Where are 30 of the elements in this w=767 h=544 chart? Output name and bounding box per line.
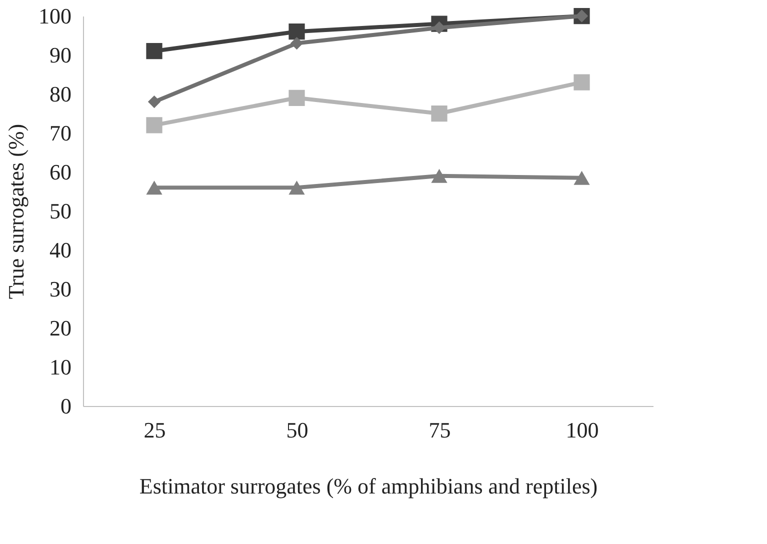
point: [574, 170, 590, 185]
point: [290, 36, 304, 50]
x-tick-label: 25: [144, 418, 166, 442]
x-tick-label: 50: [286, 418, 308, 442]
y-tick-label: 60: [50, 160, 72, 184]
y-tick-label: 40: [50, 238, 72, 262]
y-tick-label: 70: [50, 120, 72, 146]
point: [431, 168, 448, 183]
point: [574, 74, 590, 90]
point: [431, 105, 448, 122]
y-tick-label: 30: [50, 276, 72, 302]
y-tick-label: 90: [50, 42, 72, 68]
y-axis-title: True surrogates (%): [4, 124, 28, 300]
y-tick-label: 50: [50, 198, 72, 224]
point: [288, 90, 305, 106]
x-axis-title: Estimator surrogates (% of amphibians and reptiles): [139, 474, 598, 498]
point: [146, 43, 162, 60]
x-tick-label: 100: [566, 418, 599, 442]
point: [288, 24, 305, 40]
x-tick-label: 75: [428, 418, 451, 442]
point: [146, 117, 162, 134]
y-tick-label: 0: [60, 394, 72, 418]
y-tick-label: 10: [50, 354, 72, 380]
point: [288, 180, 305, 195]
point: [146, 180, 162, 195]
point: [148, 95, 161, 108]
y-tick-label: 100: [38, 4, 72, 28]
point: [432, 21, 446, 34]
y-tick-label: 80: [50, 82, 72, 106]
y-tick-label: 20: [50, 316, 72, 340]
